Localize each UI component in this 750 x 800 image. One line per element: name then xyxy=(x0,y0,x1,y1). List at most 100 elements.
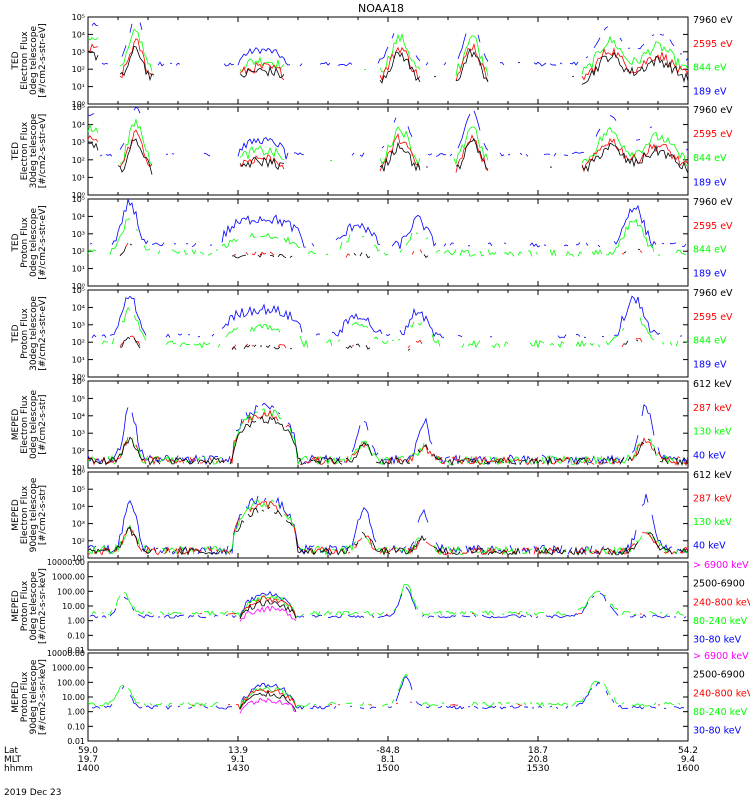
series-trace xyxy=(89,586,687,619)
footer-value: -84.8 xyxy=(376,746,400,756)
series-trace xyxy=(91,676,685,710)
y-axis-label: [#/cm2-s-str-eV] xyxy=(38,296,48,371)
series-trace xyxy=(101,306,689,349)
footer-value: 1430 xyxy=(227,764,250,774)
series-trace xyxy=(92,296,686,338)
y-tick-label: 0.01 xyxy=(67,646,85,655)
footer-value: 18.7 xyxy=(528,746,548,756)
panel-meped-proton-0deg: 0.01 0.10 1.00 10.00 100.00 1000.00 10000.00 ME… xyxy=(11,558,750,655)
y-tick-label: 10⁰ xyxy=(72,100,85,109)
y-tick-label: 1.00 xyxy=(67,617,85,626)
y-axis-label: 30deg telescope xyxy=(29,113,39,188)
y-axis-label: [#/cm2-s-str] xyxy=(38,394,48,454)
series-trace xyxy=(87,415,689,467)
y-tick-label: 10.00 xyxy=(62,693,85,702)
series-trace xyxy=(91,22,689,67)
series-trace xyxy=(87,106,689,160)
date-label: 2019 Dec 23 xyxy=(4,788,62,798)
y-tick-label: 10⁶ xyxy=(72,377,85,386)
y-axis-label: Proton Flux xyxy=(20,308,30,359)
legend-entry: 2500-6900 xyxy=(693,579,745,590)
panel-frame xyxy=(87,561,689,651)
legend-entry: 130 keV xyxy=(693,517,732,528)
legend-entry: 240-800 keV xyxy=(693,688,750,699)
y-tick-label: 100.00 xyxy=(57,587,85,596)
y-tick-label: 10⁴ xyxy=(72,30,85,39)
y-tick-label: 10⁰ xyxy=(72,373,85,382)
series-trace xyxy=(87,28,689,77)
y-axis-label: TED xyxy=(11,51,21,70)
series-trace xyxy=(87,217,687,258)
y-tick-label: 10⁵ xyxy=(72,13,85,22)
y-tick-label: 10¹ xyxy=(72,173,85,182)
footer-value: 20.8 xyxy=(528,755,548,765)
panel-ted-electron-0deg: 10⁰ 10¹ 10² 10³ 10⁴ 10⁵ TED Electron Flux 0deg t… xyxy=(11,13,733,109)
series-trace xyxy=(87,507,689,556)
footer-value: 1500 xyxy=(377,764,400,774)
y-axis-label: 90deg telescope xyxy=(29,659,39,734)
y-tick-label: 10⁵ xyxy=(72,195,85,204)
y-axis-label: TED xyxy=(11,233,21,252)
y-axis-label: Proton Flux xyxy=(20,217,30,268)
panel-ted-electron-30deg: 10⁰ 10¹ 10² 10³ 10⁴ 10⁵ TED Electron Flux 30deg … xyxy=(11,103,733,200)
y-tick-label: 10¹ xyxy=(72,356,85,365)
series-trace xyxy=(239,600,297,619)
legend-entry: 7960 eV xyxy=(693,288,733,299)
panel-frame xyxy=(87,380,689,469)
y-tick-label: 10⁴ xyxy=(72,412,85,421)
footer-value: 59.0 xyxy=(78,746,98,756)
y-tick-label: 10⁴ xyxy=(72,121,85,130)
y-tick-label: 10² xyxy=(72,247,85,256)
legend-entry: > 6900 keV xyxy=(693,651,749,662)
legend-entry: 844 eV xyxy=(693,153,727,164)
y-tick-label: 10⁶ xyxy=(72,468,85,477)
legend-entry: 189 eV xyxy=(693,177,727,188)
legend-entry: 2595 eV xyxy=(693,39,733,50)
y-tick-label: 10³ xyxy=(72,48,85,57)
panel-meped-proton-90deg: 0.01 0.10 1.00 10.00 100.00 1000.00 10000.00 ME… xyxy=(11,649,750,746)
y-axis-label: TED xyxy=(11,324,21,343)
legend-entry: 2500-6900 xyxy=(693,670,745,681)
footer-row-label: Lat xyxy=(4,746,19,756)
legend-entry: 844 eV xyxy=(693,336,727,347)
y-tick-label: 10² xyxy=(72,156,85,165)
y-tick-label: 10000.00 xyxy=(47,558,85,567)
y-axis-label: 90deg telescope xyxy=(29,477,39,552)
y-tick-label: 1000.00 xyxy=(52,573,85,582)
legend-entry: 189 eV xyxy=(693,86,727,97)
legend-entry: 40 keV xyxy=(693,541,726,552)
y-axis-label: Electron Flux xyxy=(20,395,30,454)
y-tick-label: 10³ xyxy=(72,138,85,147)
series-trace xyxy=(87,129,689,173)
y-tick-label: 10¹ xyxy=(72,554,85,563)
y-axis-label: MEPED xyxy=(11,499,21,531)
y-tick-label: 10⁰ xyxy=(72,282,85,291)
y-axis-label: 0deg telescope xyxy=(29,26,39,96)
y-axis-label: 0deg telescope xyxy=(29,390,39,460)
legend-entry: 80-240 keV xyxy=(693,707,748,718)
y-tick-label: 10⁴ xyxy=(72,303,85,312)
y-tick-label: 10³ xyxy=(72,321,85,330)
y-tick-label: 10² xyxy=(72,537,85,546)
footer-value: 9.1 xyxy=(231,755,245,765)
legend-entry: 7960 eV xyxy=(693,197,733,208)
y-tick-label: 10⁵ xyxy=(72,394,85,403)
y-tick-label: 100.00 xyxy=(57,678,85,687)
panel-meped-electron-0deg: 10¹ 10² 10³ 10⁴ 10⁵ 10⁶ MEPED Electron Flux 0deg… xyxy=(11,377,732,473)
panel-meped-electron-90deg: 10¹ 10² 10³ 10⁴ 10⁵ 10⁶ MEPED Electron Flux 90de… xyxy=(11,468,732,563)
series-trace xyxy=(87,45,689,85)
y-axis-label: MEPED xyxy=(11,681,21,713)
y-tick-label: 10⁵ xyxy=(72,286,85,295)
legend-entry: 7960 eV xyxy=(693,15,733,26)
series-trace xyxy=(87,494,689,556)
y-tick-label: 1.00 xyxy=(67,708,85,717)
panel-frame xyxy=(87,471,689,559)
legend-entry: 80-240 keV xyxy=(693,616,748,627)
y-axis-label: [#/cm2-s-str-eV] xyxy=(38,114,48,189)
y-axis-label: MEPED xyxy=(11,409,21,441)
series-trace xyxy=(120,244,646,258)
y-tick-label: 10³ xyxy=(72,520,85,529)
legend-entry: 844 eV xyxy=(693,245,727,256)
legend-entry: 30-80 keV xyxy=(693,635,742,646)
footer-value: 13.9 xyxy=(228,746,248,756)
